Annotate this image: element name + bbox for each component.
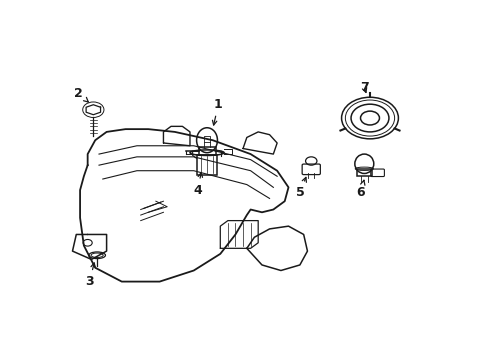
Text: 1: 1 xyxy=(212,98,223,125)
Bar xyxy=(198,147,215,156)
Text: 5: 5 xyxy=(295,177,306,199)
Text: 6: 6 xyxy=(355,180,364,199)
Text: 2: 2 xyxy=(74,87,88,102)
Bar xyxy=(356,169,371,176)
Text: 7: 7 xyxy=(359,81,368,94)
Text: 4: 4 xyxy=(193,172,202,197)
Text: 3: 3 xyxy=(85,263,95,288)
Bar xyxy=(196,156,217,175)
